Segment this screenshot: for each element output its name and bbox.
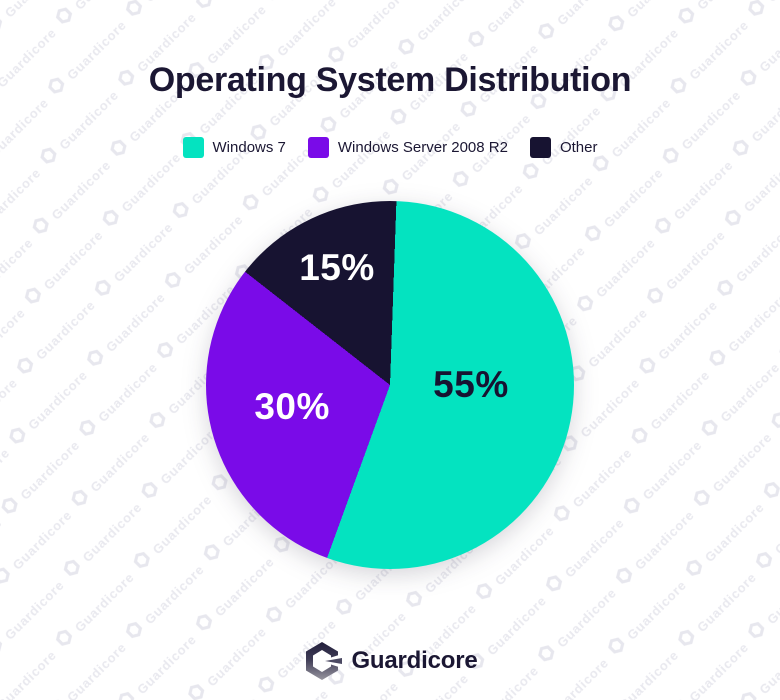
legend-item-other: Other (529, 136, 598, 158)
page-title: Operating System Distribution (148, 61, 632, 99)
legend-label-other: Other (559, 138, 598, 156)
legend-label-windows7: Windows 7 (212, 138, 286, 156)
legend-swatch-windows-server-2008-r2 (307, 136, 329, 158)
legend-item-windows-server-2008-r2: Windows Server 2008 R2 (307, 136, 508, 158)
brand-name: Guardicore (351, 647, 478, 674)
slice-label-windows-server-2008-r2: 30% (254, 386, 330, 428)
legend-swatch-windows7 (182, 136, 204, 158)
guardicore-logo-icon (306, 642, 343, 680)
slice-label-other: 15% (299, 246, 375, 288)
legend-label-windows-server-2008-r2: Windows Server 2008 R2 (337, 138, 508, 156)
legend-swatch-other (529, 136, 551, 158)
brand-footer: Guardicore (0, 640, 780, 682)
legend-item-windows7: Windows 7 (182, 136, 286, 158)
chart-legend: Windows 7 Windows Server 2008 R2 Other (0, 136, 780, 158)
slice-label-windows7: 55% (433, 364, 509, 405)
pie-chart: 55% 30% 15% (206, 201, 574, 569)
